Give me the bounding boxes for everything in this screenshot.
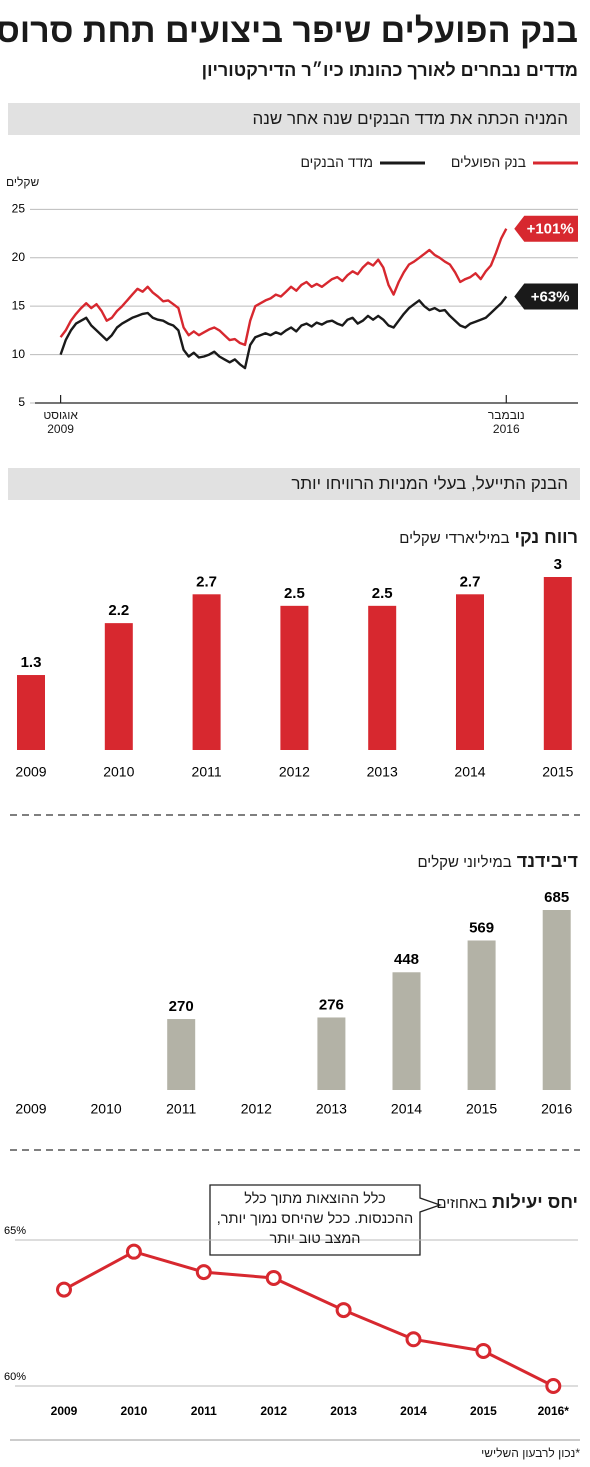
x-tick-label: 2011 (192, 764, 222, 780)
value-label: 270 (169, 998, 194, 1015)
x-tick-label: 2013 (330, 1404, 357, 1418)
legend-label: בנק הפועלים (450, 154, 526, 170)
subtitle: מדדים נבחרים לאורך כהונתו כיו״ר הדירקטור… (201, 60, 578, 80)
value-label: 569 (469, 919, 494, 936)
y-tick-label: 20 (12, 250, 26, 264)
x-tick-label: 2014 (400, 1404, 427, 1418)
bar (280, 605, 309, 750)
x-tick-label: 2011 (191, 1404, 217, 1418)
bar (104, 623, 133, 750)
bar (368, 605, 397, 750)
bar (17, 675, 45, 750)
x-tick-label: אוגוסט 2009 (43, 408, 78, 436)
chart-title: דיבידנדבמיליוני שקלים (417, 851, 578, 872)
footnote: *נכון לרבעון השלישי (481, 1446, 580, 1460)
bar (456, 594, 484, 750)
x-tick-label: 2015 (470, 1404, 497, 1418)
y-axis-label: שקלים (6, 175, 40, 189)
x-tick-label: 2014 (391, 1101, 422, 1117)
bar (392, 972, 421, 1090)
x-tick-label: 2009 (51, 1404, 78, 1418)
point (405, 1331, 422, 1348)
section-header: המניה הכתה את מדד הבנקים שנה אחר שנה (8, 103, 580, 135)
x-tick-label: 2016* (538, 1404, 570, 1418)
point (195, 1264, 212, 1281)
x-tick-label: 2012 (279, 764, 310, 780)
value-label: 2.7 (460, 573, 481, 590)
x-tick-label: 2011 (166, 1101, 196, 1117)
value-label: 448 (394, 951, 419, 968)
bar (317, 1017, 346, 1090)
chart-title-unit: במיליוני שקלים (417, 854, 512, 871)
y-tick-label: 65% (4, 1225, 26, 1237)
x-tick-label: 2009 (15, 764, 46, 780)
y-tick-label: 60% (4, 1371, 26, 1383)
x-tick-label: 2012 (260, 1404, 287, 1418)
y-tick-label: 10 (12, 347, 26, 361)
annotation: כלל ההוצאות מתוך כלל ההכנסות. ככל שהיחס … (216, 1191, 414, 1247)
end-label: +63% (531, 288, 570, 305)
x-tick-label: 2015 (542, 764, 573, 780)
point (545, 1378, 562, 1394)
value-label: 3 (554, 556, 562, 573)
section-header: הבנק התייעל, בעלי המניות הרוויחו יותר (8, 468, 580, 500)
value-label: 276 (319, 996, 344, 1013)
value-label: 685 (544, 889, 569, 906)
point (475, 1342, 492, 1359)
line-series (59, 228, 508, 347)
y-tick-label: 25 (12, 202, 26, 216)
chart-title-main: רווח נקי (514, 527, 578, 547)
bar (167, 1019, 196, 1090)
chart-title-main: יחס יעילות (492, 1192, 578, 1212)
x-tick-label: 2010 (91, 1101, 122, 1117)
bar (192, 594, 221, 750)
x-tick-label: 2016 (541, 1101, 572, 1117)
bar (543, 577, 572, 750)
value-label: 2.5 (372, 585, 393, 602)
chart-title-unit: במיליארדי שקלים (399, 530, 510, 547)
value-label: 2.7 (196, 573, 217, 590)
y-tick-label: 5 (18, 395, 25, 409)
chart-title-unit: באחוזים (436, 1195, 488, 1212)
bar (542, 910, 571, 1090)
y-tick-label: 15 (12, 298, 26, 312)
legend-label: מדד הבנקים (300, 154, 373, 170)
value-label: 2.5 (284, 585, 305, 602)
x-tick-label: 2013 (316, 1101, 347, 1117)
title: בנק הפועלים שיפר ביצועים תחת סרוסי (0, 12, 578, 50)
x-tick-label: 2010 (103, 764, 134, 780)
value-label: 1.3 (21, 654, 42, 671)
end-label-box (514, 283, 578, 310)
point (125, 1243, 142, 1260)
x-tick-label: 2009 (15, 1101, 46, 1117)
x-tick-label: נובמבר 2016 (487, 408, 525, 436)
line-series (63, 1250, 554, 1388)
line-series (59, 295, 508, 370)
value-label: 2.2 (108, 602, 129, 619)
point (265, 1269, 282, 1286)
chart-title-main: דיבידנד (516, 851, 578, 871)
end-label: +101% (527, 221, 574, 238)
chart-title: רווח נקיבמיליארדי שקלים (399, 527, 578, 548)
bar (467, 940, 496, 1090)
x-tick-label: 2010 (121, 1404, 148, 1418)
point (335, 1302, 352, 1319)
callout-box (209, 1184, 442, 1256)
end-label-box (514, 215, 578, 242)
x-tick-label: 2015 (466, 1101, 497, 1117)
point (56, 1281, 72, 1298)
x-tick-label: 2013 (367, 764, 398, 780)
x-tick-label: 2012 (241, 1101, 272, 1117)
chart-title: יחס יעילותבאחוזים (436, 1192, 578, 1213)
x-tick-label: 2014 (454, 764, 485, 780)
